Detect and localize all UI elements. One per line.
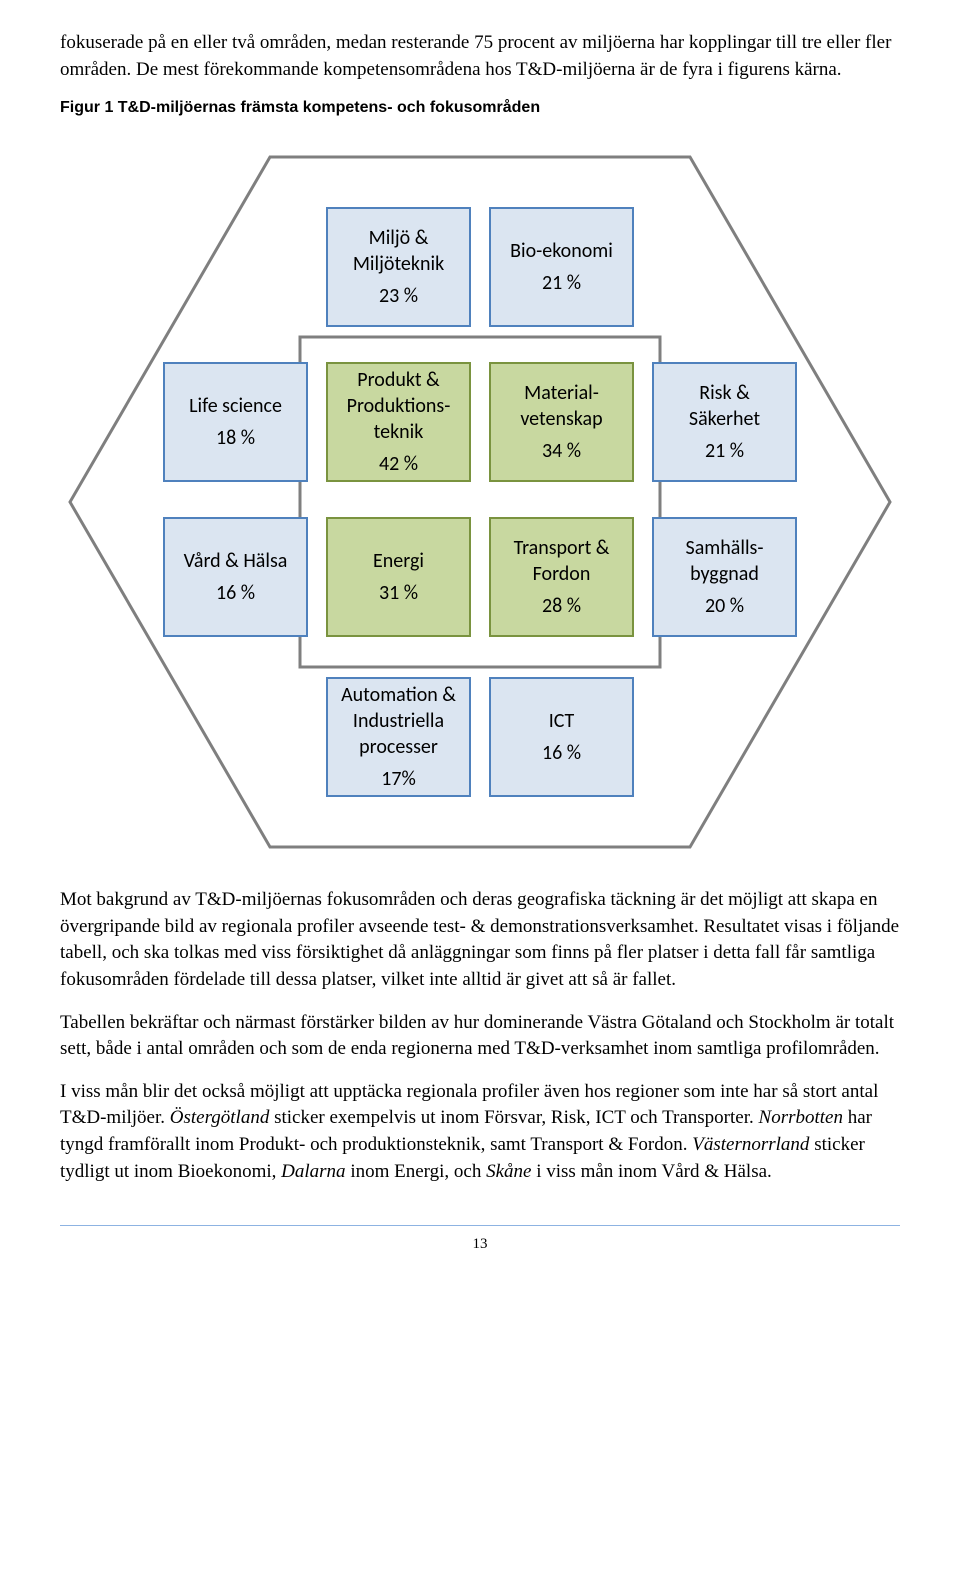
- competence-percent: 20 %: [705, 593, 744, 619]
- paragraph-4: I viss mån blir det också möjligt att up…: [60, 1079, 900, 1185]
- competence-label: Risk & Säkerhet: [662, 380, 787, 432]
- p4-region-skane: Skåne: [486, 1161, 531, 1182]
- competence-box: Produkt & Produktions-teknik 42 %: [326, 362, 471, 482]
- competence-percent: 23 %: [379, 283, 418, 309]
- competence-percent: 17%: [381, 766, 416, 792]
- competence-label: ICT: [549, 708, 575, 734]
- competence-box: ICT 16 %: [489, 677, 634, 797]
- competence-percent: 18 %: [216, 425, 255, 451]
- competence-label: Transport & Fordon: [499, 535, 624, 587]
- footer-rule: [60, 1225, 900, 1226]
- p4-region-ostergotland: Östergötland: [170, 1107, 270, 1128]
- p4-region-norrbotten: Norrbotten: [759, 1107, 843, 1128]
- competence-percent: 16 %: [542, 740, 581, 766]
- p4-region-dalarna: Dalarna: [281, 1161, 345, 1182]
- p4-mid1: sticker exempelvis ut inom Försvar, Risk…: [269, 1107, 758, 1128]
- competence-diagram: Miljö & Miljöteknik23 %Bio-ekonomi21 %Li…: [60, 137, 900, 857]
- diagram-row: Vård & Hälsa 16 % Energi 31 % Transport & Fo…: [60, 517, 900, 637]
- competence-percent: 42 %: [379, 451, 418, 477]
- competence-label: Material-vetenskap: [499, 380, 624, 432]
- competence-label: Produkt & Produktions-teknik: [336, 367, 461, 445]
- competence-box: Vård & Hälsa 16 %: [163, 517, 308, 637]
- page-number: 13: [60, 1236, 900, 1253]
- competence-box: Miljö & Miljöteknik 23 %: [326, 207, 471, 327]
- competence-percent: 28 %: [542, 593, 581, 619]
- competence-label: Samhälls-byggnad: [662, 535, 787, 587]
- competence-box: Material-vetenskap 34 %: [489, 362, 634, 482]
- diagram-row: Automation & Industriella processer 17% IC…: [60, 677, 900, 797]
- diagram-row: Miljö & Miljöteknik 23 % Bio-ekonomi 21 %: [60, 207, 900, 327]
- p4-mid4: inom Energi, och: [346, 1161, 487, 1182]
- p4-end: i viss mån inom Vård & Hälsa.: [531, 1161, 771, 1182]
- competence-label: Automation & Industriella processer: [336, 682, 461, 760]
- competence-percent: 21 %: [705, 438, 744, 464]
- p4-region-vasternorrland: Västernorrland: [692, 1134, 809, 1155]
- competence-box: Automation & Industriella processer 17%: [326, 677, 471, 797]
- competence-box: Life science 18 %: [163, 362, 308, 482]
- competence-percent: 16 %: [216, 580, 255, 606]
- competence-percent: 21 %: [542, 270, 581, 296]
- competence-box: Energi 31 %: [326, 517, 471, 637]
- competence-box: Bio-ekonomi 21 %: [489, 207, 634, 327]
- competence-box: Transport & Fordon 28 %: [489, 517, 634, 637]
- competence-box: Risk & Säkerhet 21 %: [652, 362, 797, 482]
- competence-label: Vård & Hälsa: [184, 548, 288, 574]
- diagram-row: Life science 18 % Produkt & Produktions-te…: [60, 362, 900, 482]
- paragraph-3: Tabellen bekräftar och närmast förstärke…: [60, 1010, 900, 1063]
- competence-label: Bio-ekonomi: [510, 238, 613, 264]
- competence-percent: 31 %: [379, 580, 418, 606]
- competence-label: Miljö & Miljöteknik: [336, 225, 461, 277]
- paragraph-2: Mot bakgrund av T&D-miljöernas fokusområ…: [60, 887, 900, 993]
- intro-paragraph: fokuserade på en eller två områden, meda…: [60, 30, 900, 83]
- competence-percent: 34 %: [542, 438, 581, 464]
- competence-box: Samhälls-byggnad 20 %: [652, 517, 797, 637]
- competence-label: Energi: [373, 548, 424, 574]
- competence-label: Life science: [189, 393, 282, 419]
- figure-caption: Figur 1 T&D-miljöernas främsta kompetens…: [60, 99, 900, 117]
